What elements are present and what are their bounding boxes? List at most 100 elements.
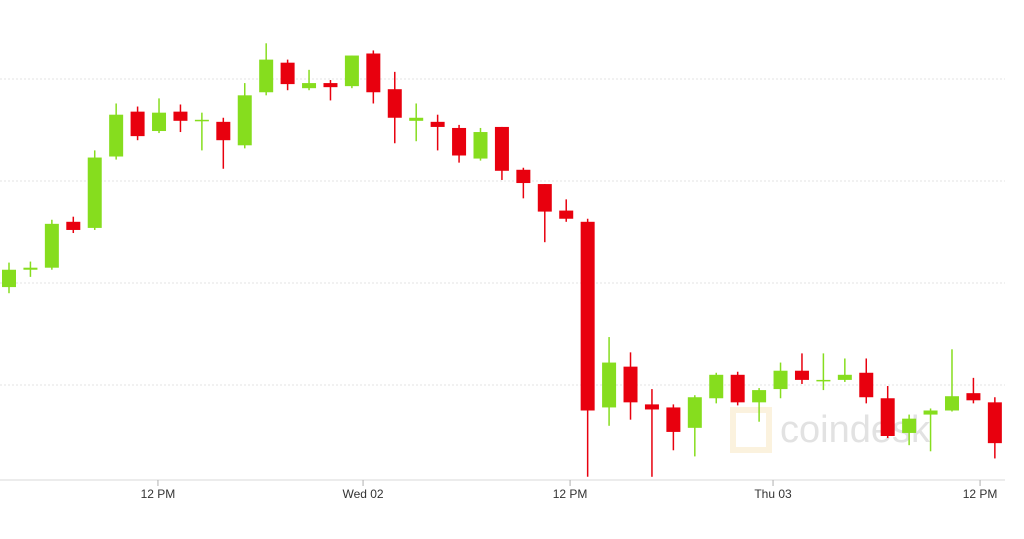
candle-body — [837, 374, 852, 380]
candle-body — [216, 121, 231, 141]
candle — [280, 59, 295, 91]
candle-body — [87, 157, 102, 228]
candle — [730, 371, 745, 406]
watermark-icon — [730, 407, 772, 453]
candle-body — [987, 402, 1002, 444]
candle-body — [816, 379, 831, 382]
candle-body — [173, 111, 188, 121]
candle-body — [366, 53, 381, 93]
candle-body — [923, 410, 938, 415]
candle — [902, 414, 917, 446]
candle-body — [387, 89, 402, 118]
candle — [109, 103, 124, 160]
candle-body — [280, 62, 295, 85]
x-tick-label: Wed 02 — [342, 487, 383, 501]
candle — [666, 404, 681, 451]
candle-body — [966, 393, 981, 401]
candle-body — [623, 366, 638, 403]
candle-body — [730, 374, 745, 403]
candle — [87, 150, 102, 230]
candle — [494, 126, 509, 180]
candle-body — [516, 169, 531, 184]
candle — [944, 349, 959, 412]
candle-body — [259, 59, 274, 93]
candle — [302, 69, 317, 91]
candle-body — [44, 223, 59, 268]
candle — [44, 219, 59, 270]
candle — [923, 408, 938, 452]
candle — [66, 216, 81, 234]
candle-body — [473, 132, 488, 159]
candle-body — [302, 83, 317, 89]
candle — [623, 352, 638, 420]
candle — [130, 106, 145, 141]
candle-body — [773, 370, 788, 390]
watermark-logo — [730, 407, 772, 453]
candle-body — [452, 127, 467, 156]
candle-body — [430, 121, 445, 127]
candle — [516, 167, 531, 199]
candle-body — [602, 362, 617, 408]
candle — [452, 124, 467, 163]
candle — [323, 80, 338, 101]
candle-body — [859, 372, 874, 398]
candle — [580, 218, 595, 477]
candle — [2, 262, 17, 294]
candle — [409, 103, 424, 142]
candle — [344, 55, 359, 89]
candle-body — [23, 267, 38, 270]
candle-body — [344, 55, 359, 87]
candle — [237, 83, 252, 149]
candle-body — [109, 114, 124, 157]
candle — [859, 358, 874, 404]
candle-body — [409, 117, 424, 121]
candle — [173, 104, 188, 133]
candle-body — [709, 374, 724, 399]
candle — [752, 388, 767, 422]
candle — [966, 377, 981, 404]
candle-body — [494, 126, 509, 171]
candle — [880, 386, 895, 439]
candle-body — [237, 95, 252, 146]
candle — [23, 261, 38, 277]
candle-body — [2, 269, 17, 288]
candle — [216, 117, 231, 169]
candle-body — [130, 111, 145, 137]
candle-body — [666, 407, 681, 432]
candle-body — [580, 221, 595, 411]
candle-body — [644, 404, 659, 410]
candle-body — [66, 221, 81, 230]
candle-body — [194, 119, 209, 122]
x-tick-label: 12 PM — [963, 487, 998, 501]
candle — [152, 98, 167, 134]
candle — [687, 395, 702, 457]
candle-body — [323, 83, 338, 88]
candle-body — [687, 397, 702, 428]
candle — [473, 127, 488, 161]
candle-body — [752, 390, 767, 403]
candle-body — [880, 398, 895, 436]
candle — [387, 71, 402, 144]
candle — [559, 199, 574, 222]
candle — [194, 112, 209, 151]
candle — [644, 389, 659, 477]
candle-body — [559, 210, 574, 219]
candle-body — [902, 418, 917, 433]
candle-body — [794, 370, 809, 380]
candle — [430, 114, 445, 151]
candle-body — [152, 112, 167, 132]
candle — [366, 50, 381, 104]
candle — [837, 358, 852, 382]
x-tick-label: 12 PM — [553, 487, 588, 501]
candle — [816, 353, 831, 391]
candle — [259, 43, 274, 96]
candle — [602, 337, 617, 426]
candle — [987, 397, 1002, 459]
candle — [773, 362, 788, 399]
candle-body — [944, 396, 959, 411]
candle — [537, 184, 552, 243]
candle — [709, 372, 724, 404]
candle-body — [537, 184, 552, 212]
x-tick-label: 12 PM — [141, 487, 176, 501]
